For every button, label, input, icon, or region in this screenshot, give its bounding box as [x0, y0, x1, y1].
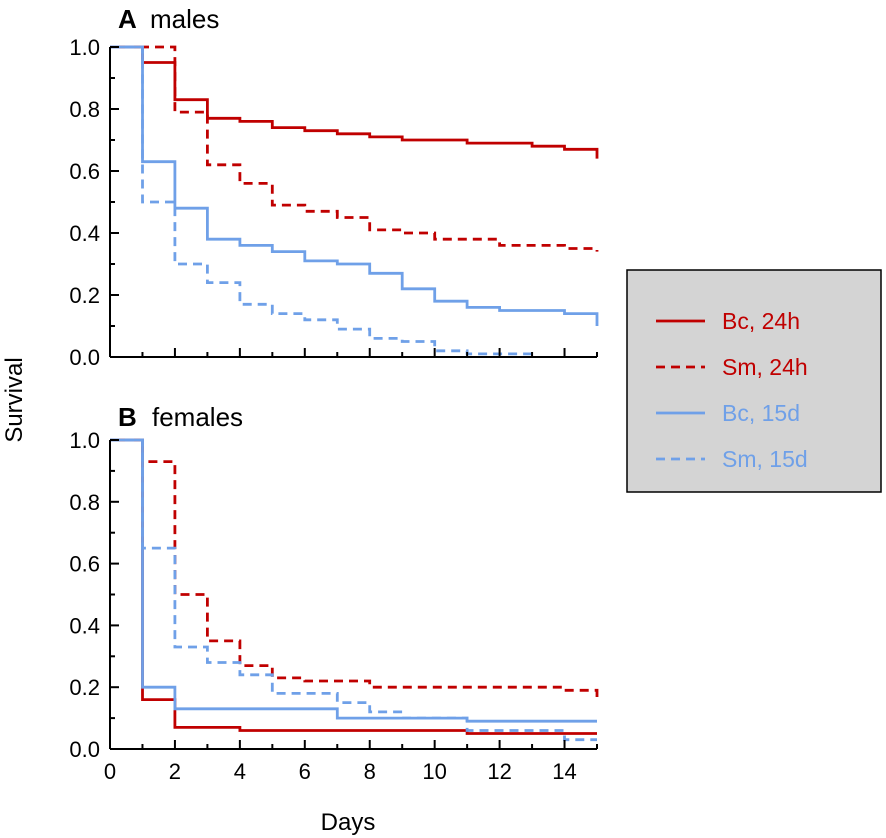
y-tick-label: 0.6 [69, 552, 100, 577]
legend-box [626, 269, 882, 493]
series-line-bc-15d [110, 45, 599, 326]
series-line-sm-15d [110, 45, 534, 357]
y-tick-label: 0.4 [69, 613, 100, 638]
x-axis-title: Days [321, 809, 376, 836]
series-line-sm-24h [110, 438, 599, 703]
x-tick-label: 6 [299, 759, 311, 784]
y-tick-label: 1.0 [69, 428, 100, 453]
panel-b-title: females [152, 402, 243, 432]
y-tick-label: 0.8 [69, 490, 100, 515]
series-line-bc-24h [110, 45, 599, 159]
panel-a-males: A males 0.0 0.2 0.4 0.6 0.8 1.0 [69, 4, 599, 370]
y-tick-label: 0.4 [69, 221, 100, 246]
legend-label: Bc, 15d [722, 400, 800, 426]
panel-b-females: B females 0.0 0.2 0.4 0.6 0.8 1.0 0 2 4 6 8 10 12 14 [69, 402, 599, 784]
y-tick-label: 0.8 [69, 97, 100, 122]
y-tick-label: 0.6 [69, 159, 100, 184]
legend: Bc, 24h Sm, 24h Bc, 15d Sm, 15d [626, 269, 882, 493]
series-line-sm-24h [110, 45, 599, 252]
y-tick-label: 0.0 [69, 737, 100, 762]
legend-label: Bc, 24h [722, 308, 800, 334]
y-axis-title: Survival [1, 357, 28, 442]
series-line-bc-15d [110, 438, 597, 723]
legend-label: Sm, 24h [722, 354, 808, 380]
y-tick-label: 0.2 [69, 283, 100, 308]
x-tick-label: 4 [234, 759, 246, 784]
x-tick-label: 12 [487, 759, 511, 784]
x-tick-label: 0 [104, 759, 116, 784]
panel-a-letter: A [118, 4, 137, 34]
series-line-bc-24h [110, 438, 597, 735]
series-line-sm-15d [110, 438, 597, 742]
y-tick-label: 1.0 [69, 35, 100, 60]
y-tick-label: 0.2 [69, 675, 100, 700]
x-tick-label: 8 [364, 759, 376, 784]
panel-b-letter: B [118, 402, 137, 432]
x-tick-label: 10 [422, 759, 446, 784]
x-tick-label: 14 [552, 759, 576, 784]
legend-label: Sm, 15d [722, 446, 808, 472]
x-tick-label: 2 [169, 759, 181, 784]
y-tick-label: 0.0 [69, 345, 100, 370]
panel-a-title: males [150, 4, 219, 34]
